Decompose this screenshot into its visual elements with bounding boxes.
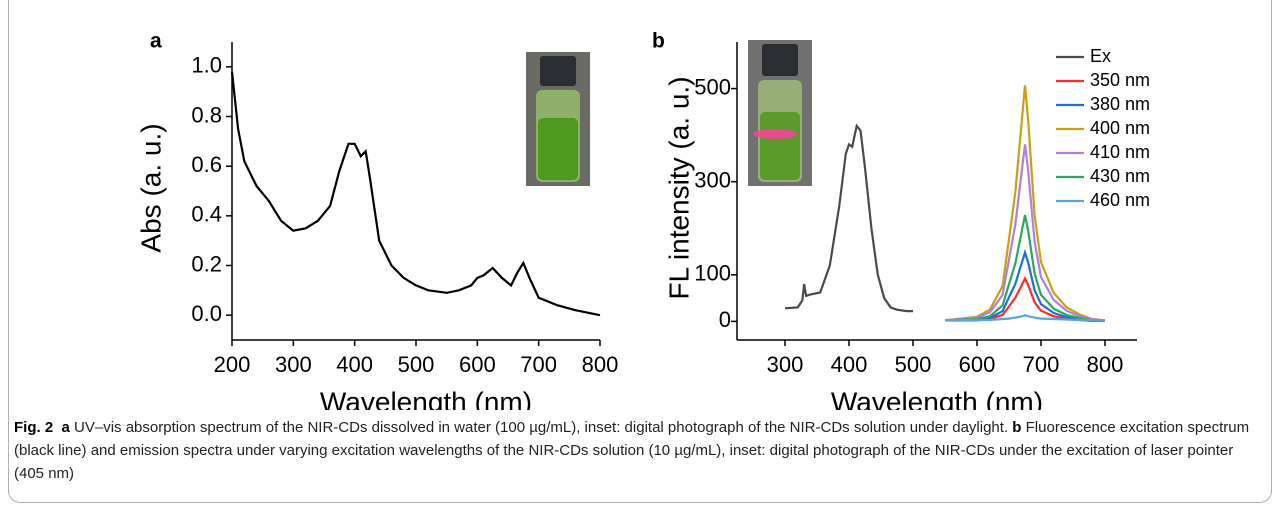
y-tick-label: 0.8 <box>191 102 222 127</box>
caption: Fig. 2 a UV–vis absorption spectrum of t… <box>14 416 1264 485</box>
x-tick-label: 200 <box>214 352 251 377</box>
x-tick-label: 800 <box>1087 352 1124 377</box>
legend-label: Ex <box>1090 46 1111 66</box>
x-tick-label: 500 <box>398 352 435 377</box>
caption-text: Fluorescence excitation spectrum (black … <box>14 419 1250 482</box>
data-line <box>945 314 1106 322</box>
legend-label: 380 nm <box>1090 94 1150 114</box>
y-tick-label: 0.6 <box>191 152 222 177</box>
x-tick-label: 500 <box>895 352 932 377</box>
figure: 0.0 0.2 0.4 0.6 0.8 1.0 200 300 400 500 600 700 800 W… <box>135 30 1150 410</box>
y-tick-label: 300 <box>694 168 731 193</box>
y-tick-label: 100 <box>694 261 731 286</box>
x-tick-label: 700 <box>520 352 557 377</box>
data-line <box>944 85 1106 322</box>
figure-label: Fig. 2 <box>14 419 54 436</box>
panel-label: a <box>150 30 162 53</box>
x-tick-label: 700 <box>1023 352 1060 377</box>
caption-text: UV–vis absorption spectrum of the NIR-CD… <box>74 419 1009 436</box>
y-tick-label: 1.0 <box>191 53 222 78</box>
caption-panel-label: b <box>1012 419 1022 436</box>
legend-label: 430 nm <box>1090 166 1150 186</box>
y-axis-title: Abs (a. u.) <box>135 123 166 252</box>
x-axis-title: Wavelength (nm) <box>831 386 1043 410</box>
legend-label: 400 nm <box>1090 118 1150 138</box>
data-line <box>784 123 913 313</box>
data-line <box>944 248 1106 322</box>
caption-panel-label: a <box>61 419 70 436</box>
data-line <box>944 144 1106 322</box>
inset-photo <box>748 40 812 186</box>
x-tick-label: 300 <box>767 352 804 377</box>
x-axis-title: Wavelength (nm) <box>320 386 532 410</box>
y-tick-label: 0 <box>719 307 731 332</box>
data-line <box>230 71 601 317</box>
figure-frame <box>8 0 1272 503</box>
x-tick-label: 600 <box>459 352 496 377</box>
x-tick-label: 600 <box>959 352 996 377</box>
panel-label: b <box>652 30 665 53</box>
inset-photo <box>526 52 590 186</box>
y-tick-label: 500 <box>694 74 731 99</box>
x-tick-label: 400 <box>831 352 868 377</box>
x-tick-label: 800 <box>582 352 619 377</box>
legend-label: 350 nm <box>1090 70 1150 90</box>
y-tick-label: 0.2 <box>191 251 222 276</box>
y-tick-label: 0.0 <box>191 301 222 326</box>
y-axis-title: FL intensity (a. u.) <box>663 76 694 299</box>
x-tick-label: 300 <box>275 352 312 377</box>
x-tick-label: 400 <box>336 352 373 377</box>
legend-label: 410 nm <box>1090 142 1150 162</box>
y-tick-label: 0.4 <box>191 202 222 227</box>
legend-label: 460 nm <box>1090 190 1150 210</box>
data-line <box>944 214 1106 322</box>
